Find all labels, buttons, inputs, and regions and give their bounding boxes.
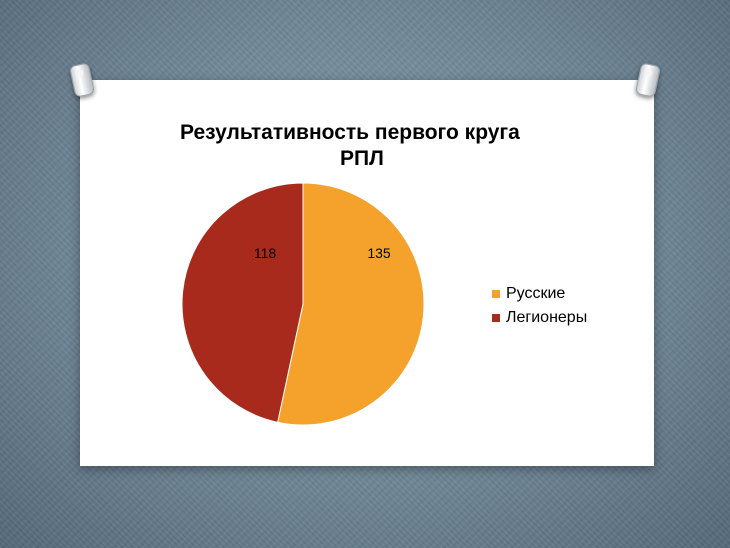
legend: Русские Легионеры — [492, 282, 587, 330]
data-label-legionnaires: 118 — [254, 245, 277, 261]
chart-title-line-2: РПЛ — [340, 147, 384, 170]
legend-swatch-russians — [492, 290, 500, 298]
pie-slice-legionnaires — [181, 182, 304, 423]
legend-item-legionnaires: Легионеры — [492, 306, 587, 330]
chart-title: Результативность первого круга РПЛ — [180, 120, 560, 172]
legend-label-legionnaires: Легионеры — [506, 309, 588, 326]
legend-swatch-legionnaires — [492, 314, 500, 322]
chart-title-line-1: Результативность первого круга — [180, 121, 520, 144]
pie-slice-russians — [277, 182, 425, 426]
legend-label-russians: Русские — [506, 285, 566, 302]
legend-item-russians: Русские — [492, 282, 587, 306]
data-label-russians: 135 — [367, 245, 391, 261]
